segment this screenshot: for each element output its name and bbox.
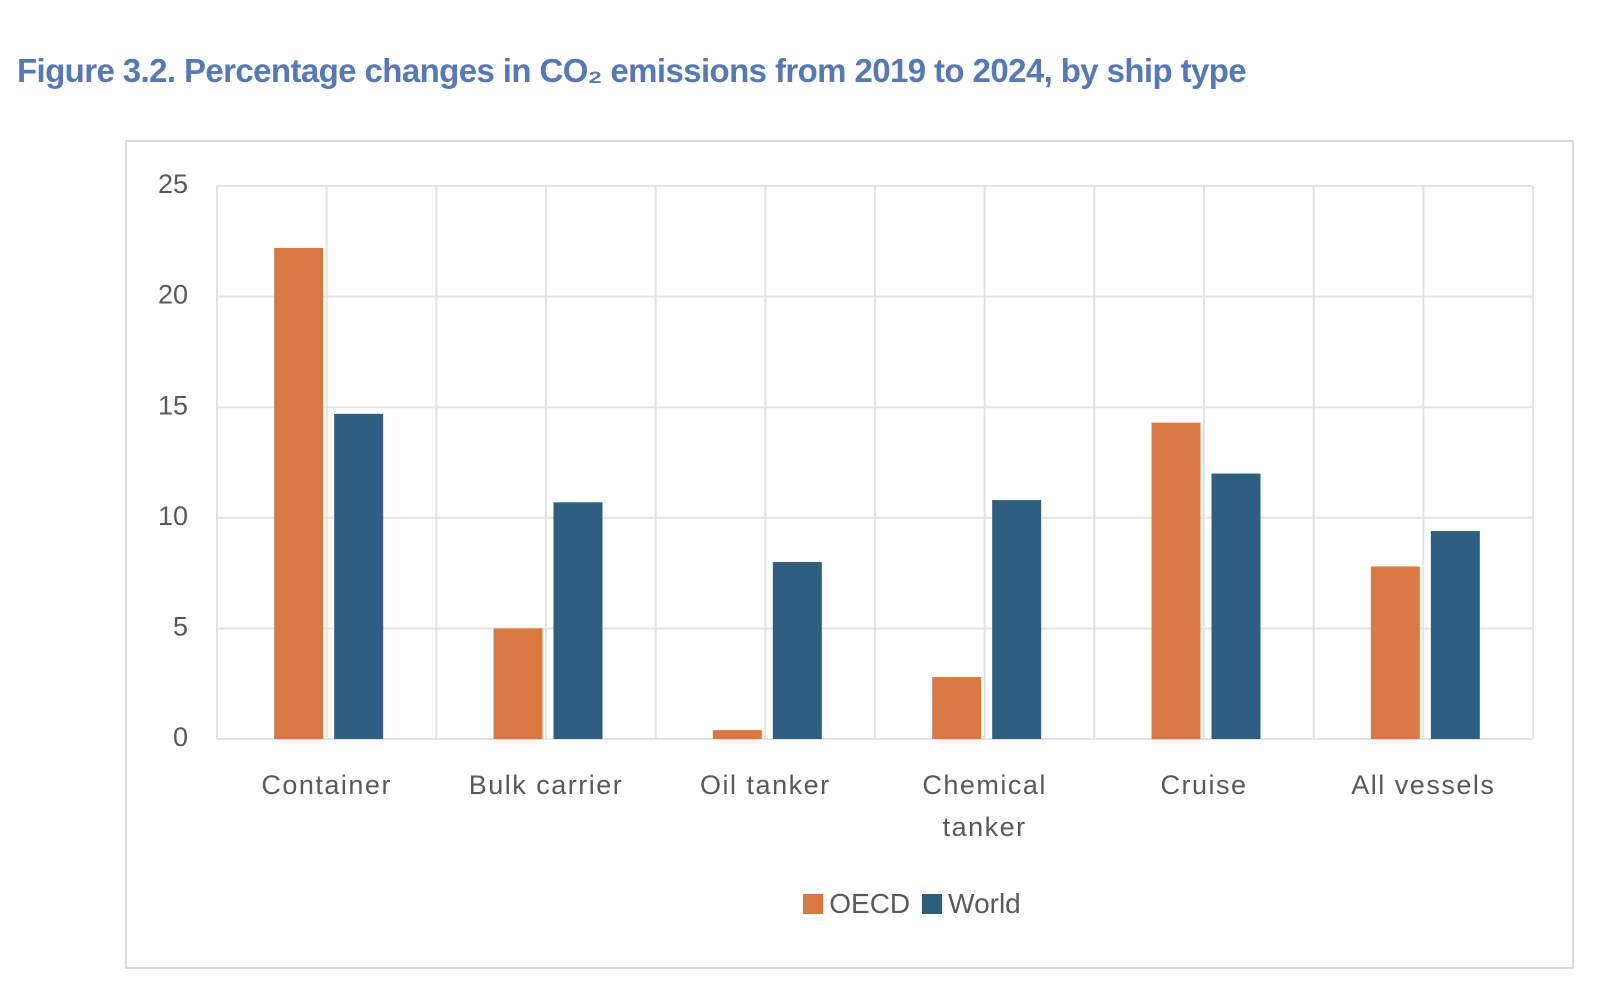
y-tick-label: 25 — [158, 169, 188, 199]
legend-label: World — [948, 888, 1021, 919]
y-tick-label: 5 — [173, 612, 188, 642]
legend-swatch — [803, 894, 824, 914]
chart-frame — [125, 140, 1574, 969]
y-tick-label: 10 — [158, 501, 188, 531]
y-tick-label: 15 — [158, 390, 188, 420]
bar — [1430, 531, 1480, 739]
x-tick-label: Oil tanker — [700, 770, 831, 800]
legend-swatch — [922, 894, 943, 914]
bar — [992, 500, 1042, 739]
x-tick-label: Bulk carrier — [468, 770, 624, 800]
y-tick-label: 0 — [173, 722, 188, 752]
bar — [493, 628, 543, 739]
y-tick-label: 20 — [158, 280, 188, 310]
bar — [1370, 566, 1420, 739]
legend-label: OECD — [829, 888, 911, 919]
bar — [553, 502, 603, 739]
legend-item: OECD — [803, 888, 910, 920]
bar — [932, 677, 982, 739]
x-tick-label: Chemical tanker — [922, 770, 1047, 842]
bar — [772, 562, 822, 739]
x-tick-label: Cruise — [1160, 770, 1248, 800]
legend-item: World — [922, 888, 1021, 920]
bar — [1151, 422, 1201, 739]
bar — [1211, 473, 1261, 739]
chart-title: Figure 3.2. Percentage changes in CO₂ em… — [17, 52, 1247, 89]
bar — [712, 730, 762, 739]
x-tick-label: All vessels — [1351, 770, 1496, 800]
bar — [334, 413, 384, 739]
x-tick-label: Container — [261, 770, 392, 800]
bar — [274, 247, 324, 739]
legend: OECD World — [112, 888, 1600, 920]
